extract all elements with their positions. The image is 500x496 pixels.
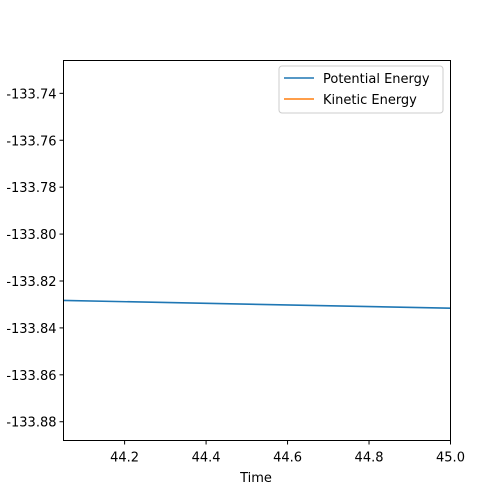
legend: Potential Energy Kinetic Energy xyxy=(278,65,444,114)
y-axis-ticks: -133.74 -133.76 -133.78 -133.80 -133.82 -133.… xyxy=(6,87,64,431)
legend-label-potential-energy: Potential Energy xyxy=(323,72,430,87)
x-tick-label: 45.0 xyxy=(436,451,465,466)
x-tick-label: 44.8 xyxy=(355,451,384,466)
legend-label-kinetic-energy: Kinetic Energy xyxy=(323,93,417,108)
series-line-potential-energy xyxy=(63,299,451,309)
x-tick-label: 44.2 xyxy=(110,451,139,466)
y-tick-label: -133.80 xyxy=(6,228,56,243)
plot-lines xyxy=(63,299,451,309)
y-tick-label: -133.82 xyxy=(6,275,56,290)
x-axis-label: Time xyxy=(239,471,272,486)
y-tick-label: -133.74 xyxy=(6,87,56,102)
plot-frame xyxy=(63,60,451,441)
x-tick-label: 44.6 xyxy=(273,451,302,466)
x-axis-ticks: 44.2 44.4 44.6 44.8 45.0 xyxy=(110,440,465,466)
y-tick-label: -133.84 xyxy=(6,322,56,337)
y-tick-label: -133.86 xyxy=(6,369,56,384)
y-tick-label: -133.88 xyxy=(6,416,56,431)
legend-box xyxy=(278,65,444,114)
x-tick-label: 44.4 xyxy=(192,451,221,466)
y-tick-label: -133.78 xyxy=(6,181,56,196)
y-tick-label: -133.76 xyxy=(6,134,56,149)
